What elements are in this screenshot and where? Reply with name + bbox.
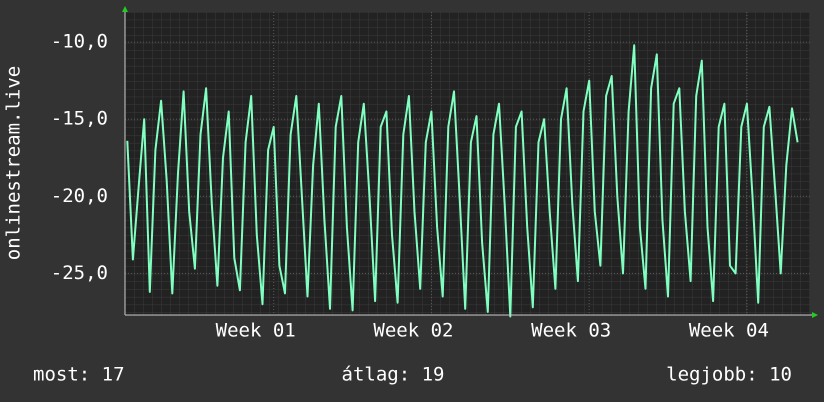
stat-average: átlag: 19: [342, 364, 445, 386]
stat-current: most: 17: [33, 364, 125, 386]
stat-best: legjobb: 10: [666, 364, 792, 386]
x-tick-label: Week 02: [373, 320, 453, 342]
y-tick-label: -10,0: [51, 31, 108, 53]
x-tick-label: Week 03: [531, 320, 611, 342]
x-tick-label: Week 01: [216, 320, 296, 342]
y-axis-label: onlinestream.live: [3, 66, 25, 260]
x-tick-label: Week 04: [689, 320, 769, 342]
y-axis-arrow: [122, 6, 128, 12]
data-line: [126, 44, 799, 318]
y-tick-label: -20,0: [51, 185, 108, 207]
y-tick-label: -25,0: [51, 262, 108, 284]
y-tick-label: -15,0: [51, 108, 108, 130]
x-axis-arrow: [812, 312, 818, 318]
